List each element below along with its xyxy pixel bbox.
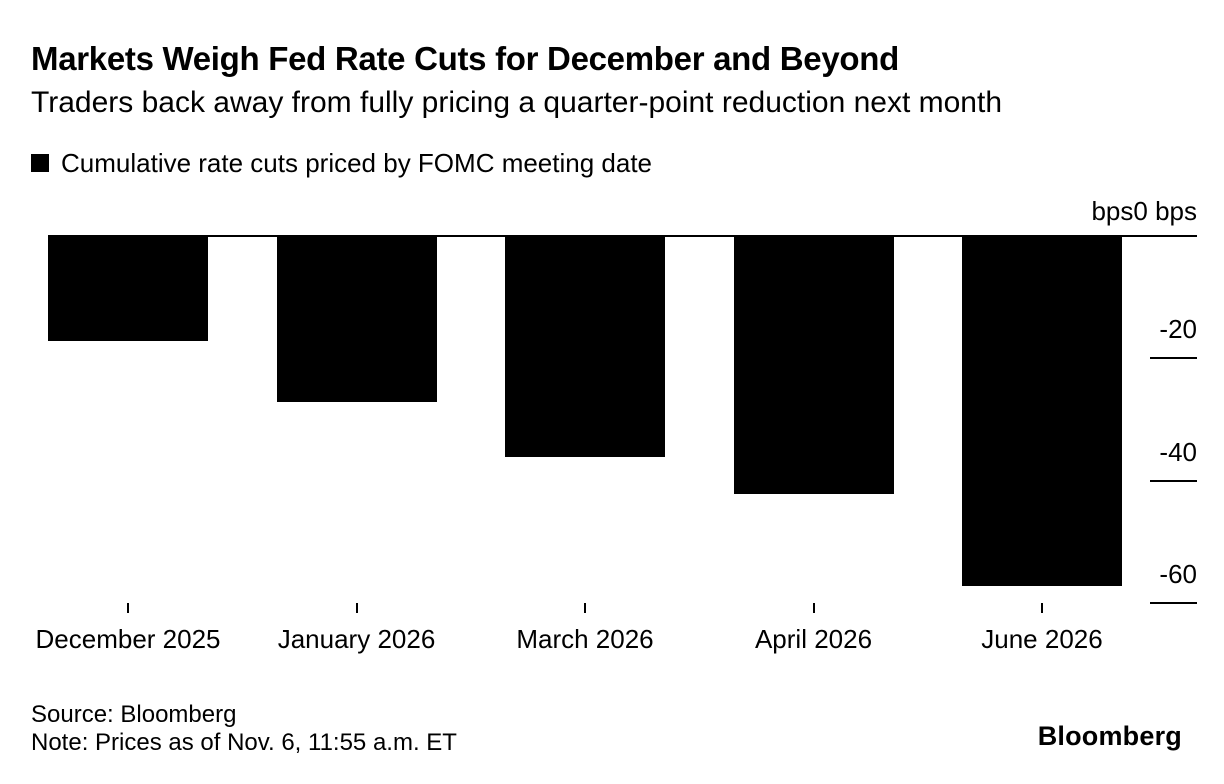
source-line: Source: Bloomberg [31, 701, 237, 728]
zero-axis-line [48, 235, 1197, 237]
zero-tick-label: 0 bps [1133, 196, 1197, 226]
bar-january-2026 [276, 237, 437, 403]
axis-unit-label: bps [1091, 196, 1134, 226]
category-label-april-2026: April 2026 [754, 624, 873, 654]
bar-december-2025 [48, 237, 208, 341]
ytick-label: -60 [1159, 559, 1197, 589]
bar-april-2026 [733, 237, 894, 494]
ytick-label: -20 [1159, 314, 1197, 345]
ytick-dash [1150, 357, 1197, 360]
xtick-january-2026 [355, 603, 358, 613]
legend-swatch-icon [31, 154, 49, 172]
category-label-june-2026: June 2026 [981, 624, 1103, 654]
bar-march-2026 [505, 237, 665, 458]
ytick-dash [1150, 602, 1197, 604]
zero-axis-label: bps0 bps [1091, 196, 1197, 226]
xtick-december-2025 [127, 603, 129, 613]
note-line: Note: Prices as of Nov. 6, 11:55 a.m. ET [31, 729, 457, 756]
ytick-dash [1150, 479, 1197, 482]
category-label-december-2025: December 2025 [35, 624, 221, 654]
bar-june-2026 [962, 237, 1122, 586]
bloomberg-logo: Bloomberg [1037, 721, 1182, 751]
page-subtitle: Traders back away from fully pricing a q… [31, 86, 1003, 119]
legend-label: Cumulative rate cuts priced by FOMC meet… [61, 148, 653, 178]
xtick-april-2026 [812, 603, 815, 613]
category-label-january-2026: January 2026 [277, 624, 436, 654]
ytick-label: -40 [1159, 436, 1197, 467]
page-title: Markets Weigh Fed Rate Cuts for December… [31, 40, 899, 77]
xtick-june-2026 [1041, 603, 1043, 613]
chart-legend: Cumulative rate cuts priced by FOMC meet… [31, 148, 653, 178]
xtick-march-2026 [584, 603, 586, 613]
category-label-march-2026: March 2026 [516, 624, 654, 654]
